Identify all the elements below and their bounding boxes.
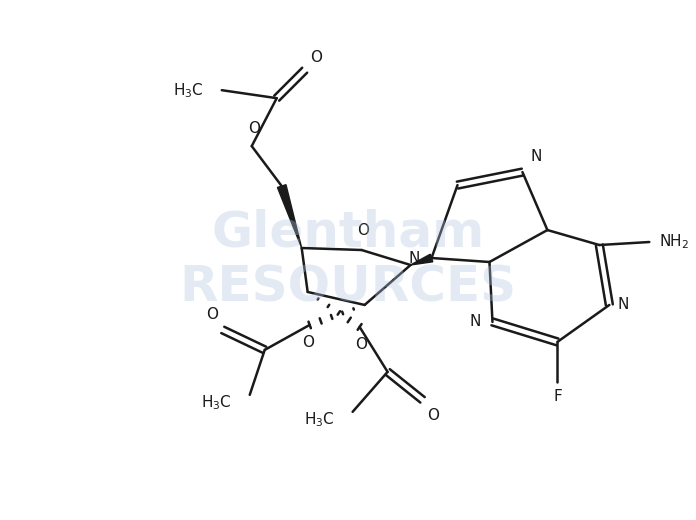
Text: NH$_2$: NH$_2$ bbox=[659, 232, 690, 251]
Text: F: F bbox=[553, 389, 562, 405]
Text: N: N bbox=[469, 315, 480, 330]
Text: H$_3$C: H$_3$C bbox=[173, 81, 204, 99]
Polygon shape bbox=[411, 254, 433, 265]
Text: N: N bbox=[617, 297, 628, 313]
Text: O: O bbox=[206, 307, 218, 322]
Text: O: O bbox=[301, 335, 314, 350]
Text: O: O bbox=[248, 121, 260, 136]
Text: O: O bbox=[356, 337, 367, 352]
Text: N: N bbox=[408, 251, 420, 266]
Text: Glentham
RESOURCES: Glentham RESOURCES bbox=[179, 208, 516, 312]
Text: H$_3$C: H$_3$C bbox=[304, 410, 335, 429]
Text: H$_3$C: H$_3$C bbox=[201, 394, 232, 412]
Text: O: O bbox=[310, 50, 322, 65]
Text: O: O bbox=[358, 223, 370, 238]
Text: O: O bbox=[427, 408, 440, 423]
Text: N: N bbox=[530, 149, 541, 164]
Polygon shape bbox=[278, 185, 301, 248]
